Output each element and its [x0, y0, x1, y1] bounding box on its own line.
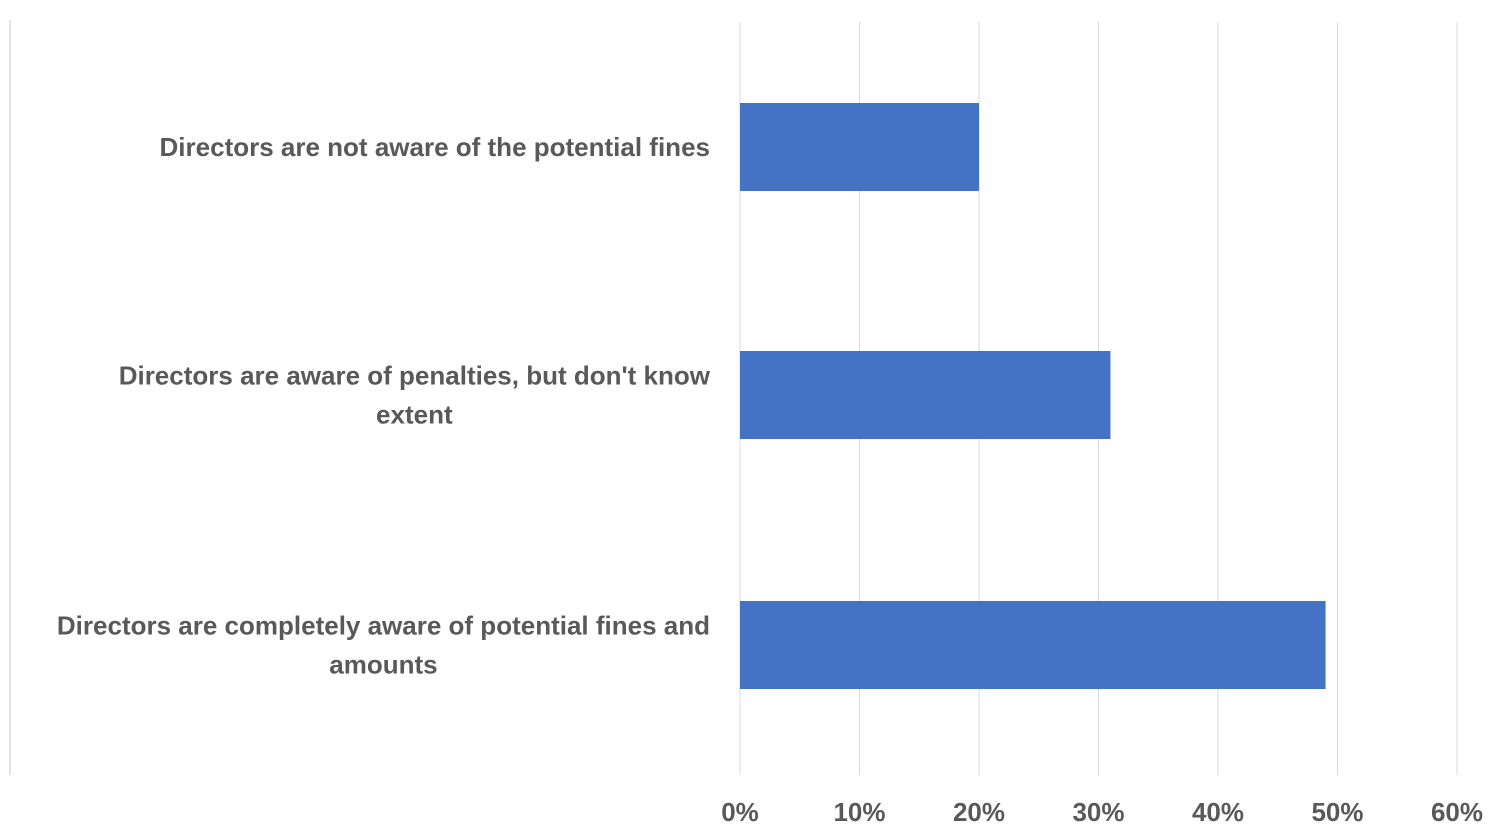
category-label-line: Directors are aware of penalties, but do… [119, 361, 711, 391]
bar-3 [740, 601, 1326, 689]
x-tick-label: 40% [1192, 797, 1244, 827]
category-label-1: Directors are not aware of the potential… [160, 132, 710, 162]
category-label-line: Directors are completely aware of potent… [57, 611, 710, 641]
bar-2 [740, 351, 1111, 439]
category-label-line: Directors are not aware of the potential… [160, 132, 710, 162]
category-labels: Directors are not aware of the potential… [57, 132, 711, 680]
x-tick-label: 10% [833, 797, 885, 827]
x-tick-label: 30% [1072, 797, 1124, 827]
category-label-line: amounts [329, 650, 437, 680]
category-label-3: Directors are completely aware of potent… [57, 611, 710, 680]
category-label-line: extent [376, 400, 453, 430]
bar-1 [740, 103, 979, 191]
category-label-2: Directors are aware of penalties, but do… [119, 361, 711, 430]
x-tick-label: 20% [953, 797, 1005, 827]
bars [740, 103, 1326, 689]
x-tick-label: 0% [721, 797, 759, 827]
x-tick-label: 60% [1431, 797, 1483, 827]
x-tick-label: 50% [1311, 797, 1363, 827]
x-tick-labels: 0% 10% 20% 30% 40% 50% 60% [721, 797, 1483, 827]
